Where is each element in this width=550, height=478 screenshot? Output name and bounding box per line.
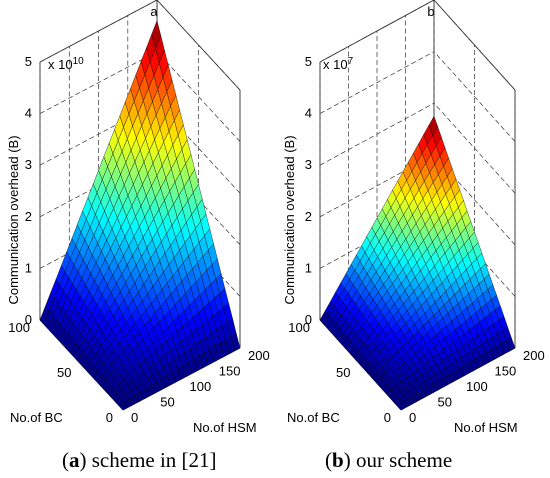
- x-tick-label: 100: [466, 379, 488, 394]
- exponent-power: 10: [73, 56, 85, 67]
- y-axis-label: No.of BC: [10, 410, 63, 425]
- z-tick-label: 4: [25, 106, 32, 121]
- panel-title: a: [150, 4, 158, 19]
- x-tick-label: 200: [248, 348, 270, 363]
- y-tick-label: 0: [384, 410, 391, 425]
- z-tick-label: 2: [25, 209, 32, 224]
- y-tick-label: 100: [8, 320, 30, 335]
- z-axis-label: Communication overhead (B): [282, 135, 297, 304]
- surface-patch: [118, 402, 129, 411]
- z-tick-label: 4: [305, 106, 312, 121]
- x-axis-label: No.of HSM: [454, 420, 518, 435]
- caption: (a) scheme in [21]: [62, 448, 217, 472]
- z-tick-label: 0: [25, 312, 32, 327]
- z-tick-label: 0: [305, 312, 312, 327]
- panel-title: b: [427, 4, 434, 19]
- x-tick-label: 50: [160, 395, 174, 410]
- exponent-base: x 10: [323, 57, 348, 72]
- z-grid-line: [156, 206, 241, 297]
- x-tick-label: 50: [438, 395, 452, 410]
- surface-patch: [397, 402, 407, 411]
- y-tick-label: 100: [288, 320, 310, 335]
- surface: [39, 20, 241, 411]
- x-tick-label: 200: [523, 348, 545, 363]
- exponent-label: x 107: [323, 56, 354, 72]
- z-tick-label: 1: [25, 260, 32, 275]
- z-grid-line: [433, 51, 516, 142]
- z-tick-label: 2: [305, 209, 312, 224]
- z-grid-line: [156, 0, 241, 91]
- caption-text: our scheme: [356, 448, 452, 472]
- x-tick-label: 0: [409, 410, 416, 425]
- caption-text: scheme in [21]: [92, 448, 217, 472]
- z-grid-line: [156, 154, 241, 246]
- x-tick-label: 150: [495, 364, 517, 379]
- z-tick-label: 3: [25, 157, 32, 172]
- surface: [319, 115, 516, 411]
- y-tick-label: 50: [57, 365, 71, 380]
- exponent-base: x 10: [48, 57, 73, 72]
- caption-letter: b: [332, 448, 344, 472]
- caption: (b) our scheme: [325, 448, 452, 472]
- exponent-power: 7: [348, 56, 354, 67]
- y-axis-label: No.of BC: [287, 410, 340, 425]
- exponent-label: x 1010: [48, 56, 84, 72]
- z-grid-line: [156, 51, 241, 142]
- z-axis-label: Communication overhead (B): [6, 135, 21, 304]
- y-tick-label: 0: [106, 410, 113, 425]
- x-tick-label: 0: [131, 410, 138, 425]
- z-tick-label: 1: [305, 260, 312, 275]
- y-tick-label: 50: [336, 365, 350, 380]
- z-grid-line: [319, 51, 435, 114]
- x-axis-label: No.of HSM: [193, 420, 257, 435]
- x-tick-label: 150: [219, 364, 241, 379]
- x-tick-label: 100: [190, 379, 212, 394]
- z-tick-label: 5: [305, 54, 312, 69]
- z-grid-line: [39, 51, 158, 114]
- caption-letter: a: [69, 448, 80, 472]
- z-tick-label: 3: [305, 157, 312, 172]
- z-tick-label: 5: [25, 54, 32, 69]
- z-grid-line: [156, 102, 241, 194]
